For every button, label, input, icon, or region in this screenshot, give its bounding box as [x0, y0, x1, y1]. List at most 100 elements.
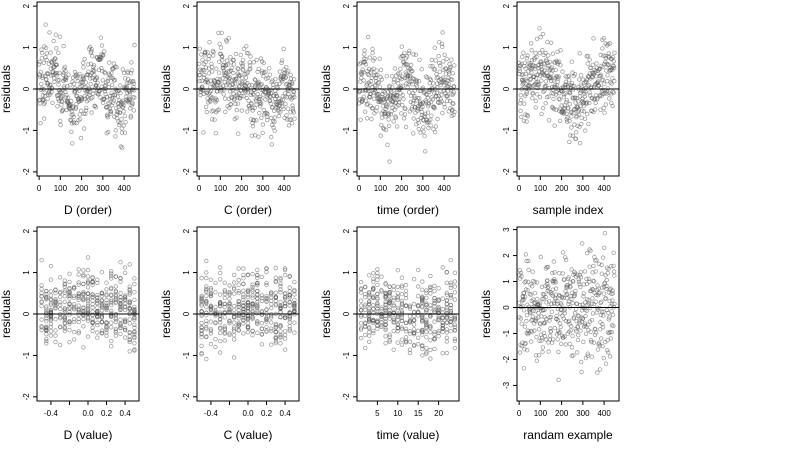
data-point [590, 296, 595, 301]
data-point [119, 126, 124, 131]
data-point [379, 317, 384, 322]
data-point [537, 338, 542, 343]
data-point [612, 301, 617, 307]
data-point [416, 342, 421, 347]
points [516, 26, 617, 146]
data-point [211, 50, 216, 55]
data-point [433, 129, 438, 135]
data-point [241, 288, 246, 293]
data-point [213, 98, 218, 103]
data-point [118, 276, 123, 281]
data-point [577, 51, 582, 56]
data-point [423, 149, 428, 154]
data-point [537, 26, 542, 31]
data-point [217, 317, 223, 322]
data-point [255, 321, 260, 327]
data-point [612, 50, 617, 55]
data-point [245, 272, 251, 277]
data-point [411, 322, 417, 327]
data-point [568, 133, 573, 138]
data-point [549, 301, 554, 306]
data-point [367, 295, 372, 300]
data-point [118, 331, 123, 337]
data-point [542, 68, 547, 73]
data-point [99, 293, 105, 299]
data-point [132, 331, 137, 337]
x-tick-label: 0.2 [261, 409, 273, 418]
data-point [529, 58, 535, 63]
data-point [250, 289, 255, 294]
data-point [420, 296, 425, 301]
data-point [403, 124, 409, 130]
data-point [213, 280, 218, 286]
data-point [90, 91, 96, 96]
data-point [407, 347, 413, 352]
data-point [39, 303, 44, 309]
data-point [62, 310, 68, 315]
data-point [560, 69, 565, 74]
data-point [581, 282, 587, 287]
data-point [444, 292, 449, 297]
data-point [54, 62, 59, 68]
data-point [68, 98, 74, 104]
data-point [583, 128, 588, 133]
data-point [420, 343, 425, 349]
data-point [259, 274, 265, 280]
y-tick-label: 1 [342, 45, 351, 50]
data-point [386, 112, 392, 118]
data-point [99, 305, 105, 310]
data-point [263, 110, 268, 116]
data-point [201, 75, 207, 80]
x-tick-label: 100 [534, 184, 548, 193]
data-point [420, 279, 425, 284]
data-point [250, 333, 255, 338]
data-point [108, 293, 114, 298]
data-point [85, 334, 91, 339]
data-point [132, 341, 137, 346]
data-point [569, 267, 574, 272]
data-point [428, 338, 433, 343]
data-point [547, 59, 552, 65]
data-point [379, 77, 385, 82]
data-point [200, 57, 205, 62]
data-point [560, 250, 566, 255]
data-point [278, 329, 283, 334]
data-point [518, 316, 523, 321]
data-point [522, 308, 527, 313]
data-point [365, 101, 370, 106]
data-point [278, 281, 283, 286]
data-point [420, 287, 425, 292]
data-point [122, 113, 127, 119]
data-point [525, 328, 531, 333]
data-point [590, 62, 596, 68]
data-point [108, 300, 114, 306]
data-point [525, 288, 530, 293]
data-point [287, 317, 292, 322]
data-point [400, 92, 405, 98]
data-point [387, 284, 392, 289]
data-point [386, 123, 392, 128]
data-point [67, 286, 72, 291]
data-point [118, 325, 123, 331]
data-point [245, 292, 251, 297]
data-point [529, 70, 534, 75]
data-point [39, 325, 44, 330]
data-point [533, 318, 539, 324]
data-point [113, 333, 118, 338]
data-point [558, 324, 563, 330]
data-point [530, 90, 536, 96]
data-point [81, 306, 86, 311]
data-point [108, 344, 114, 349]
data-point [395, 124, 400, 129]
data-point [250, 328, 255, 334]
data-point [259, 82, 264, 87]
data-point [197, 72, 203, 78]
data-point [247, 67, 252, 72]
data-point [569, 125, 574, 130]
data-point [245, 325, 251, 330]
data-point [543, 100, 548, 106]
data-point [107, 60, 112, 65]
data-point [440, 315, 445, 321]
data-point [375, 319, 380, 325]
